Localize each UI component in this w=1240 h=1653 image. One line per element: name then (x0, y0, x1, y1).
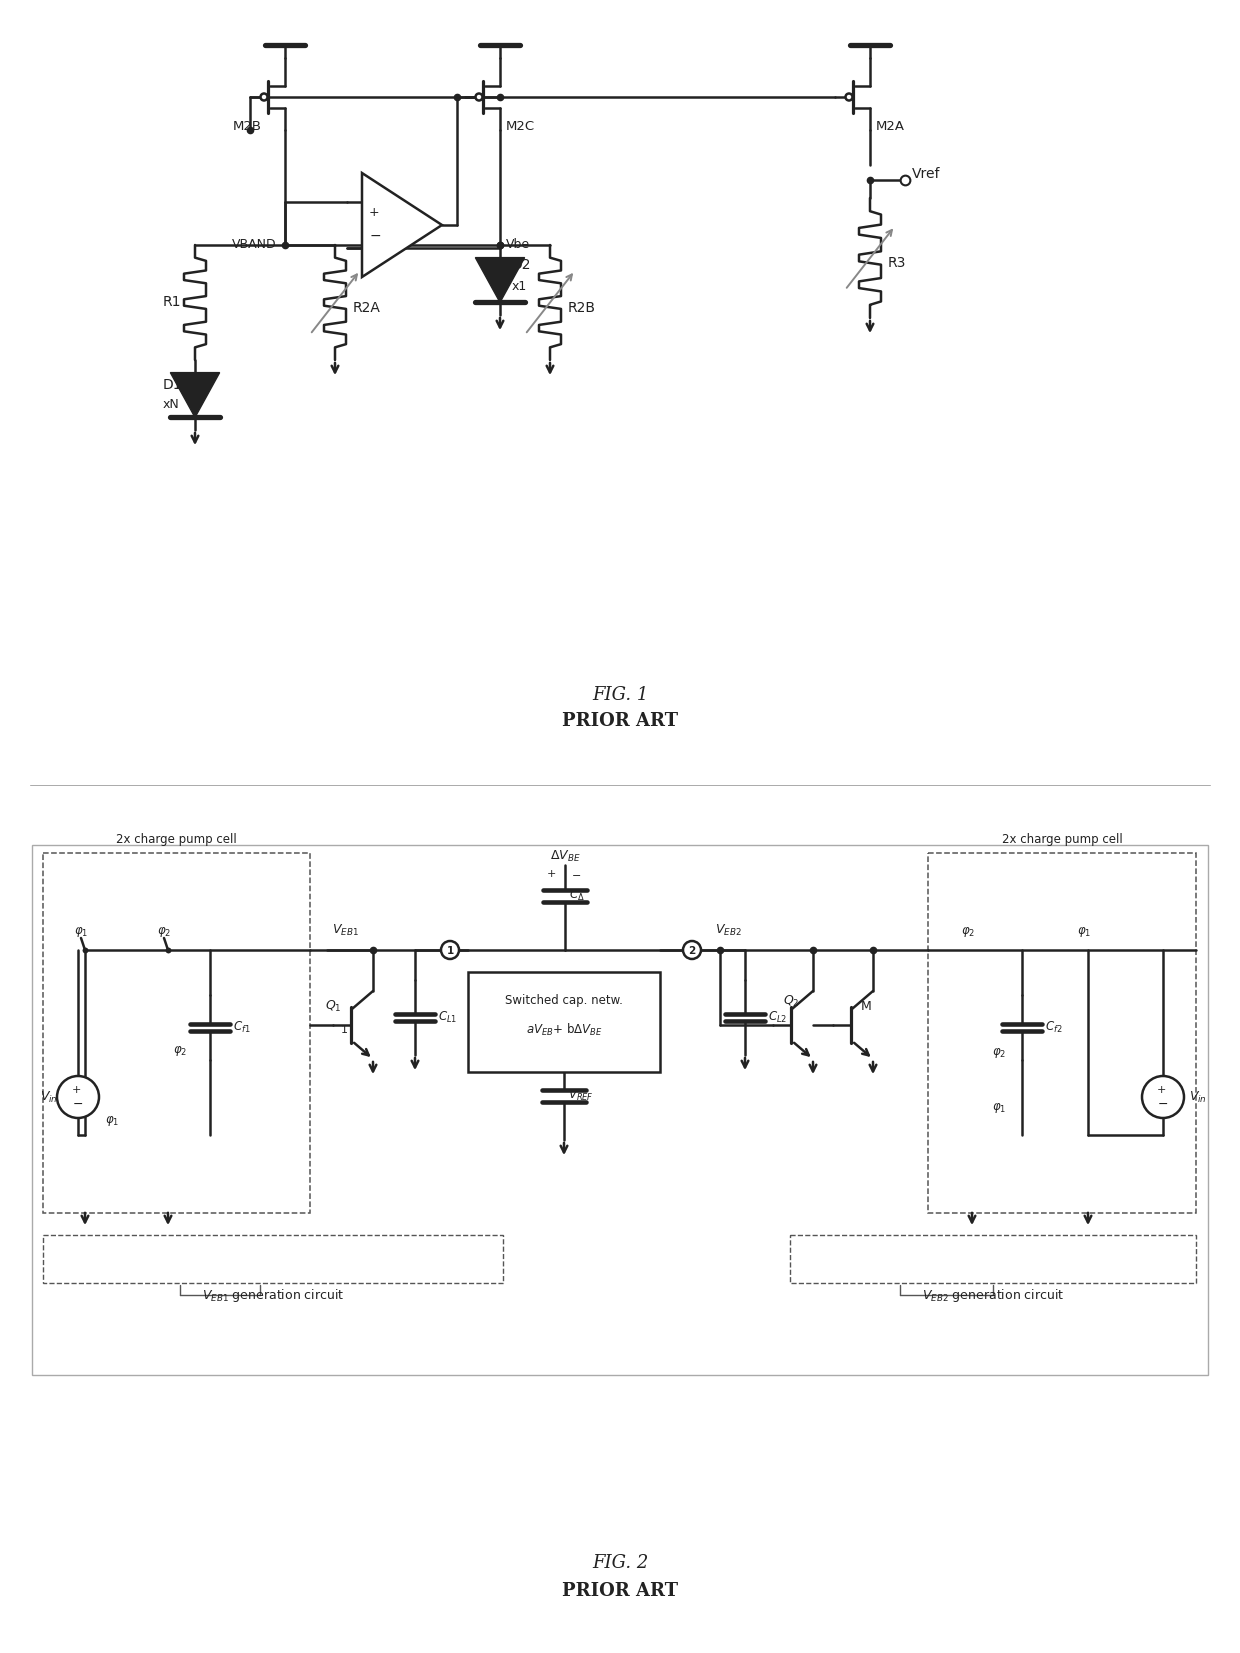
Text: $\varphi_2$: $\varphi_2$ (157, 926, 171, 939)
Text: +: + (72, 1084, 82, 1094)
Text: PRIOR ART: PRIOR ART (562, 712, 678, 731)
Text: $\varphi_2$: $\varphi_2$ (174, 1045, 187, 1058)
Text: xN: xN (162, 398, 180, 412)
Text: $aV_{EB}$+ b$\Delta V_{BE}$: $aV_{EB}$+ b$\Delta V_{BE}$ (526, 1022, 603, 1038)
Text: $\varphi_1$: $\varphi_1$ (1076, 926, 1091, 939)
Text: $V_{EB2}$: $V_{EB2}$ (715, 922, 742, 939)
Circle shape (441, 941, 459, 959)
Text: $-$: $-$ (72, 1096, 83, 1109)
Text: +: + (1157, 1084, 1167, 1094)
Bar (467, 972, 660, 1073)
Text: Switched cap. netw.: Switched cap. netw. (505, 993, 622, 1007)
Text: +: + (547, 869, 557, 879)
Circle shape (683, 941, 701, 959)
Text: $Q_1$: $Q_1$ (325, 998, 341, 1013)
Circle shape (1142, 1076, 1184, 1117)
Circle shape (260, 94, 268, 101)
Text: R2A: R2A (353, 301, 381, 314)
Text: 2x charge pump cell: 2x charge pump cell (117, 833, 237, 846)
Bar (790, 1235, 1197, 1283)
Text: $\mathbf{2}$: $\mathbf{2}$ (688, 944, 696, 955)
Text: M: M (861, 1000, 872, 1013)
Bar (43, 853, 310, 1213)
Text: $C_{f1}$: $C_{f1}$ (233, 1020, 250, 1035)
Text: R2B: R2B (568, 301, 596, 314)
Text: R1: R1 (162, 296, 181, 309)
Text: $\varphi_1$: $\varphi_1$ (992, 1101, 1006, 1116)
Polygon shape (362, 174, 441, 278)
Text: $C_{f2}$: $C_{f2}$ (1045, 1020, 1063, 1035)
Circle shape (57, 1076, 99, 1117)
Text: $\varphi_2$: $\varphi_2$ (961, 926, 975, 939)
Text: $C_\Delta$: $C_\Delta$ (569, 888, 585, 903)
Text: $V_{EB1}$ generation circuit: $V_{EB1}$ generation circuit (202, 1288, 345, 1304)
Text: VBAND: VBAND (232, 238, 277, 251)
Text: M2B: M2B (233, 121, 262, 132)
Text: x1: x1 (512, 281, 527, 294)
Text: $V_{EB1}$: $V_{EB1}$ (332, 922, 358, 939)
Text: $V_{in}$: $V_{in}$ (40, 1089, 58, 1104)
Circle shape (475, 94, 482, 101)
Text: R3: R3 (888, 256, 906, 269)
Text: $\mathbf{1}$: $\mathbf{1}$ (445, 944, 454, 955)
Text: $\varphi_1$: $\varphi_1$ (74, 926, 88, 939)
Polygon shape (475, 258, 525, 302)
Text: M2A: M2A (875, 121, 905, 132)
Polygon shape (170, 372, 219, 418)
Circle shape (846, 94, 853, 101)
Text: $V_{in}$: $V_{in}$ (1189, 1089, 1207, 1104)
Text: $\Delta V_{BE}$: $\Delta V_{BE}$ (549, 850, 580, 865)
Text: 2x charge pump cell: 2x charge pump cell (1002, 833, 1122, 846)
Text: $C_{L1}$: $C_{L1}$ (438, 1010, 458, 1025)
Text: $V_{REF}$: $V_{REF}$ (568, 1088, 594, 1103)
Text: $C_{L2}$: $C_{L2}$ (768, 1010, 787, 1025)
Bar (43, 1235, 503, 1283)
Text: FIG. 1: FIG. 1 (591, 686, 649, 704)
Text: D2: D2 (512, 258, 532, 273)
Text: M2C: M2C (506, 121, 536, 132)
Text: $-$: $-$ (370, 228, 381, 241)
Text: $\varphi_2$: $\varphi_2$ (992, 1046, 1006, 1060)
Text: $-$: $-$ (1157, 1096, 1168, 1109)
Bar (928, 853, 1197, 1213)
Text: Vbe: Vbe (506, 238, 531, 251)
Text: $V_{EB2}$ generation circuit: $V_{EB2}$ generation circuit (921, 1288, 1064, 1304)
Text: D1: D1 (162, 379, 182, 392)
Text: $Q_2$: $Q_2$ (782, 993, 800, 1008)
Text: Vref: Vref (911, 167, 940, 180)
Text: 1: 1 (341, 1025, 348, 1035)
Text: PRIOR ART: PRIOR ART (562, 1582, 678, 1600)
Text: FIG. 2: FIG. 2 (591, 1554, 649, 1572)
Text: +: + (370, 205, 379, 218)
Text: $-$: $-$ (570, 869, 582, 879)
Bar (32, 845, 1208, 1375)
Text: $\varphi_1$: $\varphi_1$ (105, 1114, 119, 1127)
